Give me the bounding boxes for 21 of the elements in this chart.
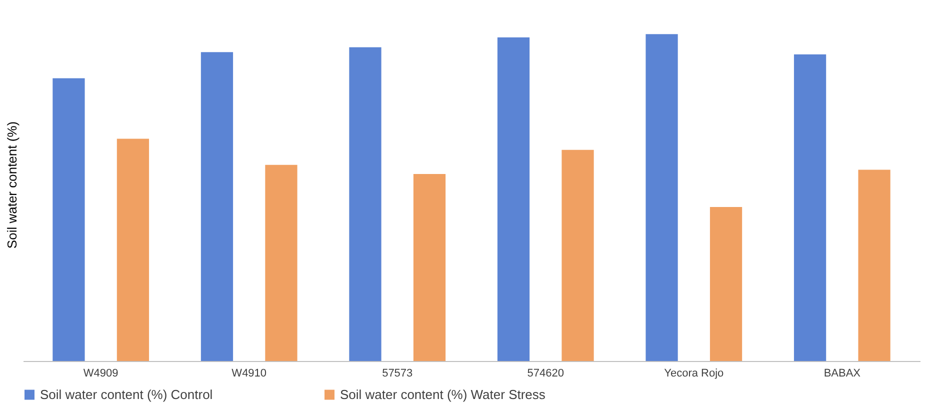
x-tick-label: 574620 [527,368,564,380]
bar [710,207,742,361]
bar [200,52,234,361]
bar [858,170,890,361]
legend-label: Soil water content (%) Water Stress [340,386,546,402]
bar [497,37,530,361]
bar [265,164,298,361]
x-tick-label: 57573 [382,368,413,380]
bar [794,54,826,361]
bar [116,138,150,361]
bar [349,47,382,361]
bar [562,150,594,361]
bar [52,78,85,361]
bar [413,174,446,361]
x-tick-label: Yecora Rojo [664,368,724,380]
x-tick-label: W4910 [232,368,267,380]
y-axis-title: Soil water content (%) [4,121,20,249]
x-tick-label: BABAX [824,368,862,380]
legend-label: Soil water content (%) Control [40,386,213,402]
x-tick-label: W4909 [83,368,118,380]
bar [646,34,678,361]
